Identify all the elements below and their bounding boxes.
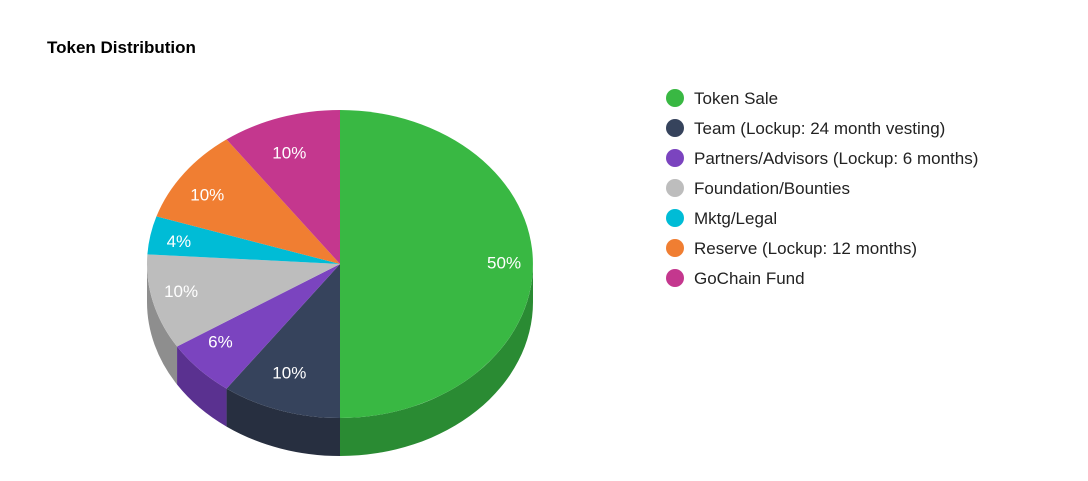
data-label-reserve-lockup-12-months: 10% <box>190 186 224 205</box>
legend-label: Partners/Advisors (Lockup: 6 months) <box>694 149 979 168</box>
data-label-foundation-bounties: 10% <box>164 282 198 301</box>
legend-item-token-sale[interactable]: Token Sale <box>664 86 994 111</box>
legend-label: Mktg/Legal <box>694 209 778 228</box>
legend-label: Team (Lockup: 24 month vesting) <box>694 119 946 138</box>
pie-side-foundation-bounties <box>147 264 178 385</box>
pie-side-token-sale <box>340 264 533 456</box>
legend-label: GoChain Fund <box>694 269 805 288</box>
pie-sides <box>147 264 533 456</box>
legend-swatch <box>666 119 684 137</box>
pie-slice-mktg-legal[interactable] <box>147 216 340 264</box>
data-label-mktg-legal: 4% <box>167 232 192 251</box>
legend-swatch <box>666 149 684 167</box>
data-label-partners-advisors-lockup-6-months: 6% <box>208 333 233 352</box>
legend-item-partners-advisors-lockup-6-months[interactable]: Partners/Advisors (Lockup: 6 months) <box>664 146 994 171</box>
pie-slice-team-lockup-24-month-vesting[interactable] <box>226 264 340 418</box>
pie-side-partners-advisors-lockup-6-months <box>177 346 227 427</box>
data-label-gochain-fund: 10% <box>272 144 306 163</box>
legend-label: Token Sale <box>694 89 779 108</box>
pie-slice-partners-advisors-lockup-6-months[interactable] <box>177 264 340 389</box>
legend-swatch <box>666 209 684 227</box>
pie-side-team-lockup-24-month-vesting <box>226 388 340 456</box>
legend-item-gochain-fund[interactable]: GoChain Fund <box>664 266 994 291</box>
legend: Token Sale Team (Lockup: 24 month vesting… <box>664 86 994 296</box>
legend-swatch <box>666 239 684 257</box>
chart-title: Token Distribution <box>47 38 196 57</box>
legend-item-foundation-bounties[interactable]: Foundation/Bounties <box>664 176 994 201</box>
pie-slice-gochain-fund[interactable] <box>226 110 340 264</box>
legend-item-team-lockup-24-month-vesting[interactable]: Team (Lockup: 24 month vesting) <box>664 116 994 141</box>
legend-item-mktg-legal[interactable]: Mktg/Legal <box>664 206 994 231</box>
pie-slice-token-sale[interactable] <box>340 110 533 418</box>
data-label-team-lockup-24-month-vesting: 10% <box>272 363 306 382</box>
legend-swatch <box>666 89 684 107</box>
pie-slice-reserve-lockup-12-months[interactable] <box>156 139 340 264</box>
legend-label: Foundation/Bounties <box>694 179 850 198</box>
pie-slices <box>147 110 533 418</box>
legend-item-reserve-lockup-12-months[interactable]: Reserve (Lockup: 12 months) <box>664 236 994 261</box>
pie-data-labels: 50% 10% 6% 10% 4% 10% 10% <box>164 144 521 383</box>
legend-swatch <box>666 179 684 197</box>
pie-slice-foundation-bounties[interactable] <box>147 254 340 347</box>
legend-swatch <box>666 269 684 287</box>
legend-label: Reserve (Lockup: 12 months) <box>694 239 917 258</box>
data-label-token-sale: 50% <box>487 253 521 272</box>
